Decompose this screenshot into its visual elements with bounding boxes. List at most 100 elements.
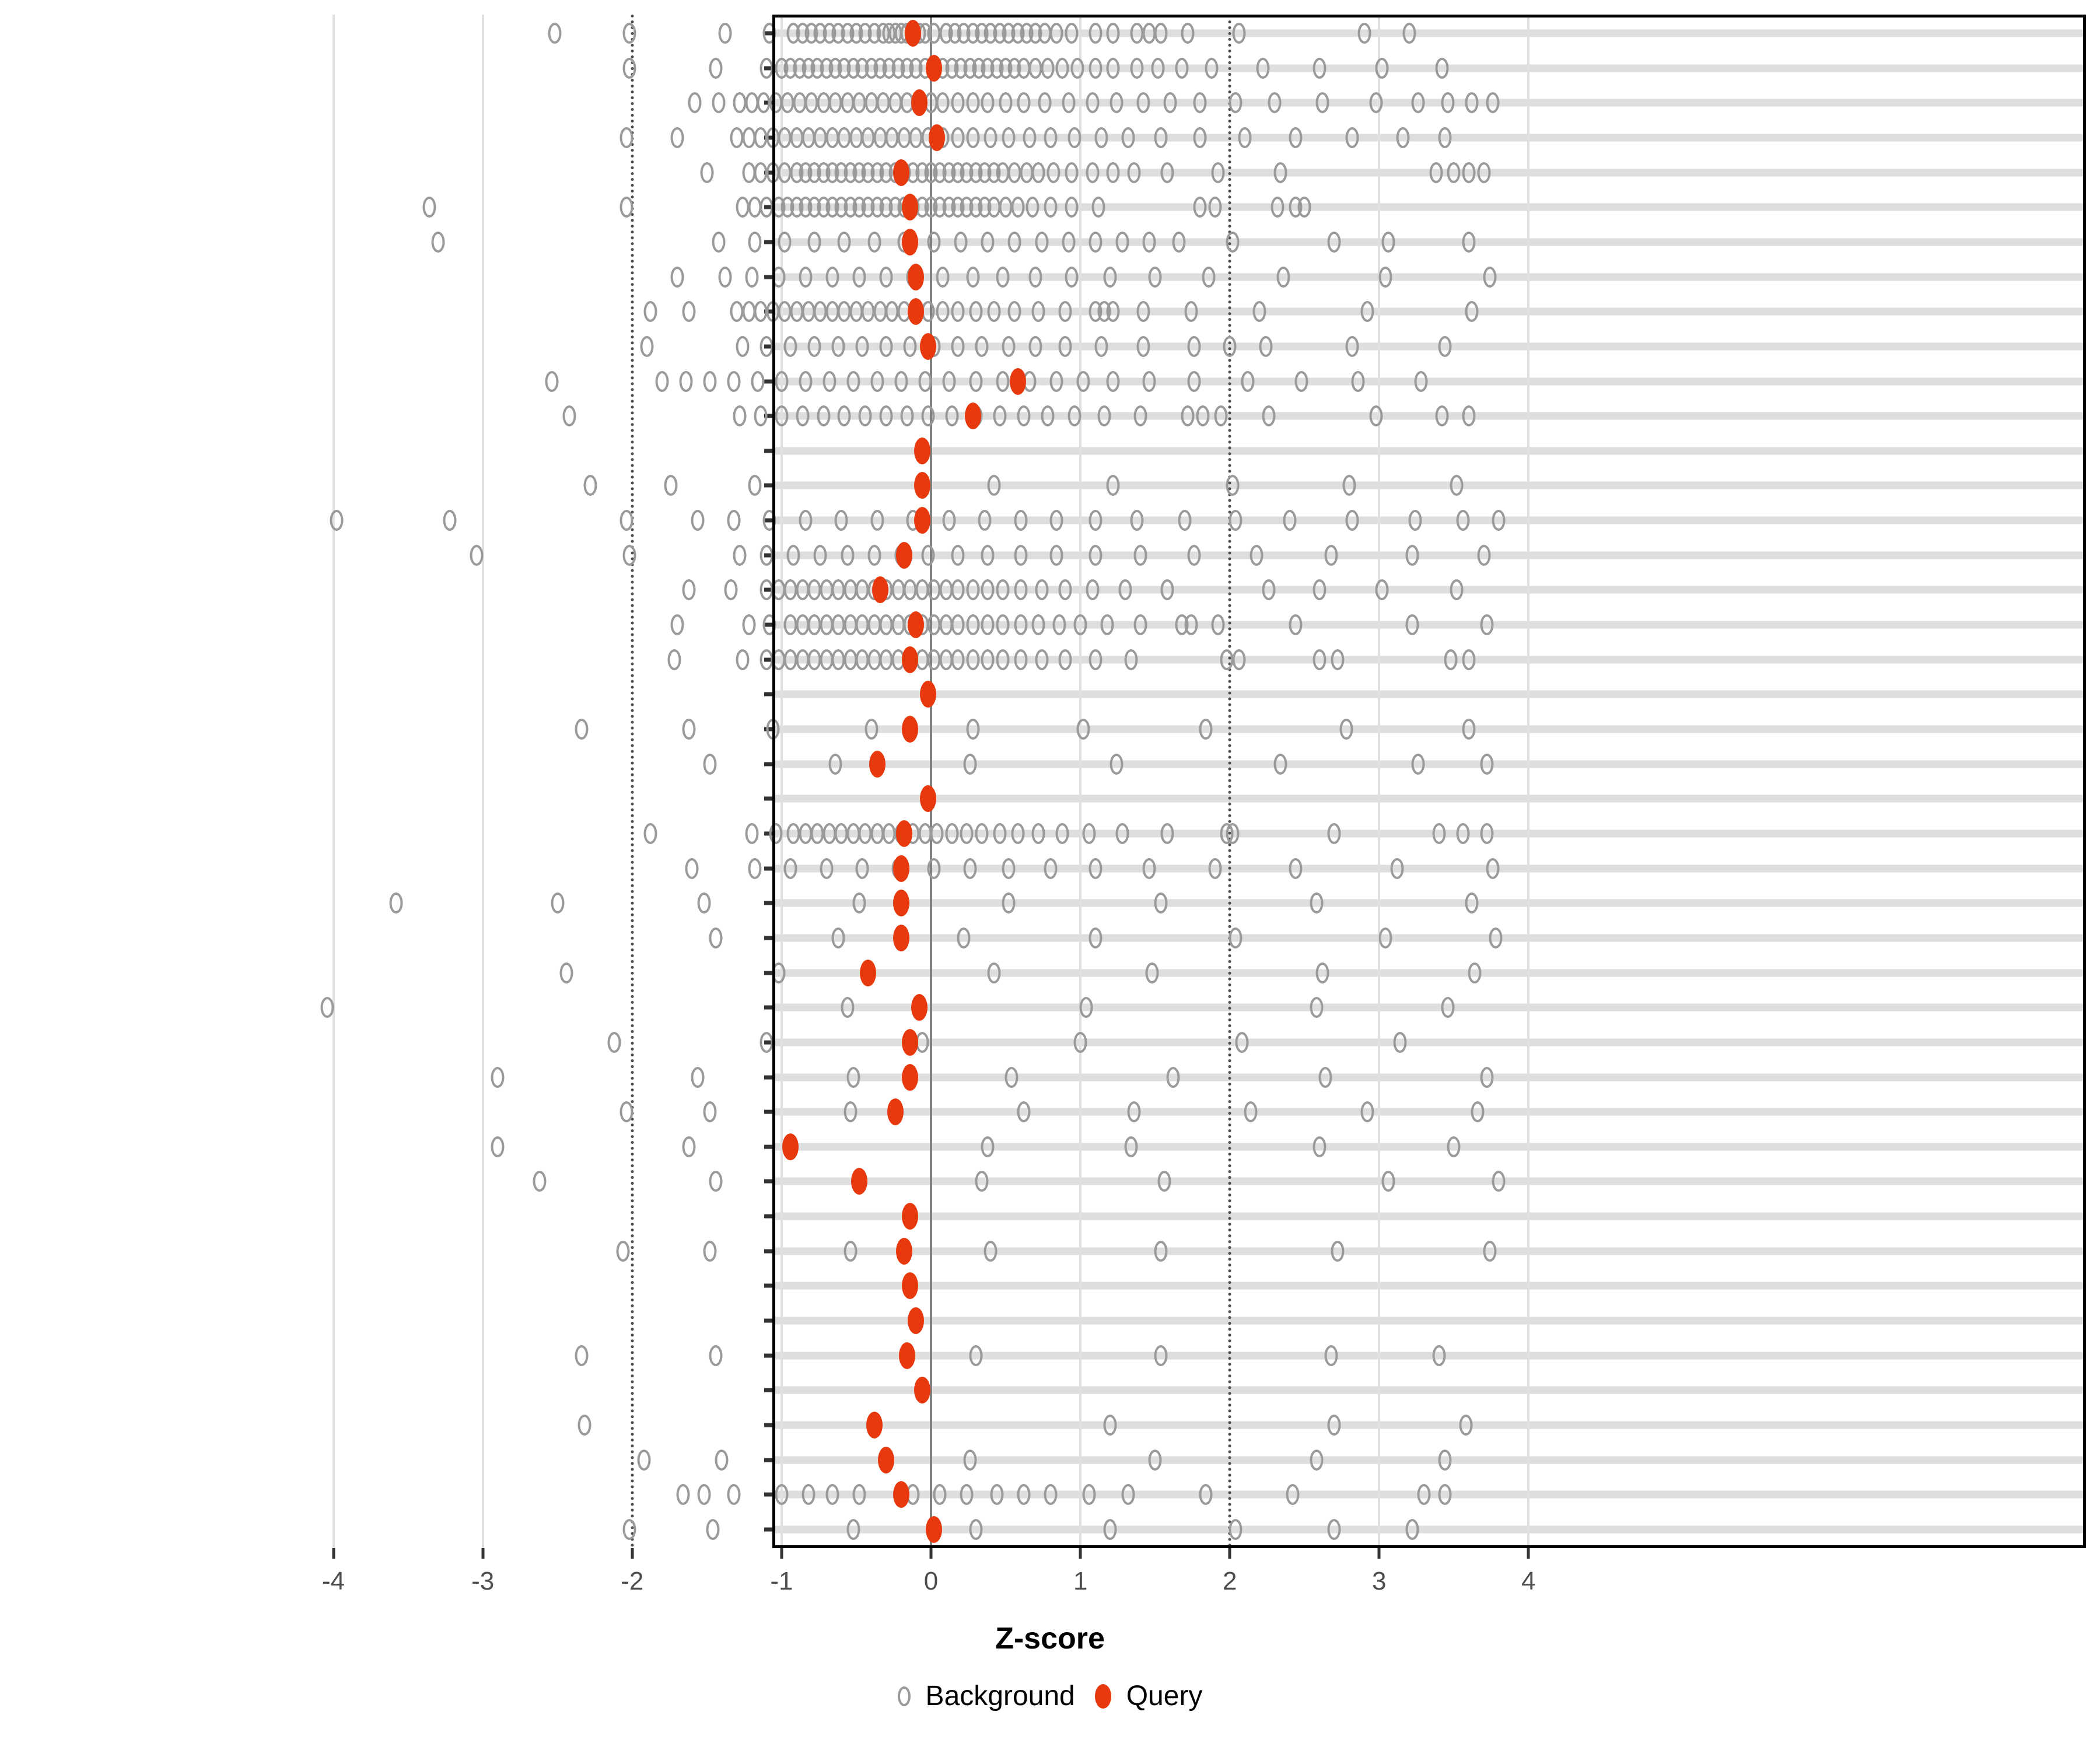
- legend-item-query[interactable]: Query: [1094, 1680, 1202, 1712]
- background-point: [1381, 231, 1395, 253]
- background-point: [431, 231, 445, 253]
- background-point: [796, 405, 810, 427]
- background-point: [1115, 231, 1129, 253]
- background-point: [772, 266, 786, 288]
- background-point: [697, 1484, 711, 1506]
- background-point: [682, 579, 696, 601]
- background-point: [706, 1518, 720, 1540]
- query-point: [914, 437, 930, 464]
- background-point: [1154, 23, 1168, 44]
- row-band: [772, 1317, 2086, 1325]
- background-point: [903, 335, 917, 357]
- background-point: [831, 927, 845, 949]
- background-point: [954, 231, 968, 253]
- background-point: [643, 822, 657, 844]
- background-point: [966, 649, 980, 670]
- background-point: [670, 614, 684, 636]
- background-point: [745, 266, 759, 288]
- background-point: [855, 858, 869, 879]
- background-point: [984, 1240, 998, 1262]
- background-point: [1483, 266, 1497, 288]
- background-point: [1031, 614, 1045, 636]
- background-point: [1065, 266, 1079, 288]
- background-point: [1450, 579, 1464, 601]
- background-point: [748, 858, 762, 879]
- background-point: [1166, 1066, 1180, 1088]
- background-point: [1327, 231, 1341, 253]
- background-point: [1289, 127, 1303, 148]
- background-point: [1438, 127, 1452, 148]
- background-point: [966, 579, 980, 601]
- background-point: [1345, 510, 1359, 531]
- background-point: [1088, 510, 1102, 531]
- query-point: [919, 681, 936, 708]
- row-band: [772, 794, 2086, 803]
- background-point: [1068, 405, 1082, 427]
- background-point: [1429, 162, 1443, 183]
- background-point: [984, 127, 998, 148]
- background-point: [1199, 1484, 1213, 1506]
- background-point: [703, 1101, 717, 1123]
- background-point: [583, 475, 597, 496]
- background-point: [700, 162, 714, 183]
- query-point: [899, 1342, 916, 1369]
- background-point: [837, 231, 851, 253]
- background-point: [1315, 962, 1329, 984]
- y-axis-tick: [764, 831, 772, 836]
- background-point: [822, 370, 836, 392]
- background-point: [951, 614, 965, 636]
- background-point: [1086, 92, 1100, 114]
- background-point: [1049, 544, 1063, 566]
- background-point: [1318, 1066, 1332, 1088]
- background-point: [1342, 475, 1356, 496]
- background-point: [616, 1240, 630, 1262]
- background-point: [846, 1518, 860, 1540]
- background-point: [1483, 1240, 1497, 1262]
- background-point: [975, 335, 989, 357]
- x-axis-tick-label: 2: [1222, 1567, 1237, 1595]
- background-point: [1062, 231, 1076, 253]
- y-axis-tick: [764, 1214, 772, 1219]
- background-point: [1133, 614, 1147, 636]
- background-point: [1065, 197, 1079, 218]
- background-point: [1065, 162, 1079, 183]
- background-point: [1378, 266, 1392, 288]
- background-point: [1017, 1484, 1031, 1506]
- background-point: [1312, 579, 1326, 601]
- query-point: [887, 1098, 904, 1126]
- query-point: [902, 228, 919, 256]
- background-point: [1187, 335, 1201, 357]
- y-axis-tick: [764, 1492, 772, 1497]
- background-point: [966, 719, 980, 740]
- background-point: [775, 405, 789, 427]
- background-point: [1058, 579, 1072, 601]
- background-point: [921, 405, 935, 427]
- background-point: [1121, 127, 1135, 148]
- background-point: [1052, 614, 1066, 636]
- row-band: [772, 1003, 2086, 1012]
- background-point: [1026, 197, 1040, 218]
- background-point: [1086, 162, 1100, 183]
- background-point: [682, 1136, 696, 1157]
- background-point: [760, 57, 774, 79]
- background-point: [870, 510, 884, 531]
- background-point: [799, 370, 813, 392]
- background-point: [1462, 719, 1476, 740]
- row-band: [772, 1038, 2086, 1046]
- background-point: [807, 231, 821, 253]
- background-point: [1076, 370, 1090, 392]
- background-point: [1193, 92, 1207, 114]
- y-axis-tick: [764, 275, 772, 279]
- y-axis-tick: [764, 1458, 772, 1462]
- query-point: [895, 1237, 912, 1265]
- background-point: [1438, 1484, 1452, 1506]
- background-point: [1094, 127, 1108, 148]
- background-point: [745, 822, 759, 844]
- background-point: [1411, 753, 1425, 775]
- background-point: [330, 510, 344, 531]
- background-point: [1014, 544, 1028, 566]
- legend-item-background[interactable]: Background: [897, 1680, 1075, 1712]
- background-point: [1312, 649, 1326, 670]
- background-point: [691, 510, 705, 531]
- background-point: [987, 475, 1001, 496]
